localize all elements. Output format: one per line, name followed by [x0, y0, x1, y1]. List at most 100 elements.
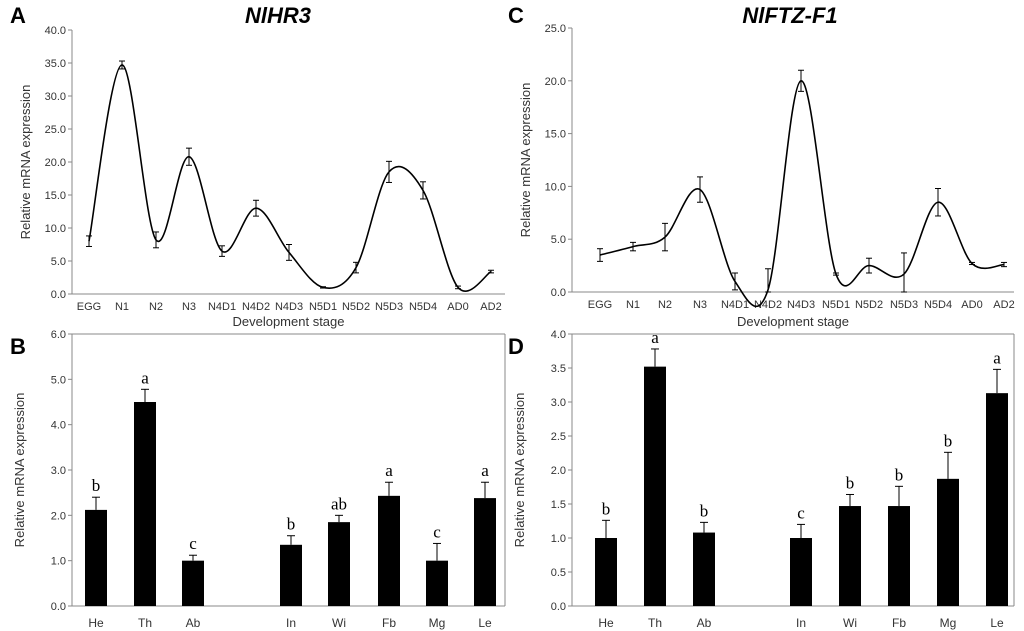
x-tick-label-D: He: [598, 616, 614, 630]
x-tick-label-D: Ab: [697, 616, 712, 630]
bar-D: [986, 393, 1008, 606]
y-tick-label-C: 20.0: [545, 76, 566, 88]
bar-B: [474, 498, 496, 606]
x-tick-label-A: N1: [115, 301, 129, 313]
x-tick-label-C: N4D3: [787, 299, 815, 311]
x-tick-label-B: In: [286, 616, 296, 630]
bar-D: [693, 532, 715, 606]
chart-title-C: NlFTZ-F1: [742, 3, 837, 28]
y-tick-label-B: 5.0: [51, 374, 66, 386]
x-tick-label-A: N2: [149, 301, 163, 313]
x-tick-label-A: N5D1: [309, 301, 337, 313]
significance-letter-B: a: [385, 461, 393, 480]
bar-D: [595, 538, 617, 606]
x-tick-label-C: N4D1: [721, 299, 749, 311]
x-tick-label-C: N1: [626, 299, 640, 311]
y-tick-label-D: 3.5: [551, 363, 566, 375]
x-tick-label-C: N5D3: [890, 299, 918, 311]
y-axis-label-D: Relative mRNA expression: [512, 393, 527, 548]
y-tick-label-C: 10.0: [545, 181, 566, 193]
y-axis-label-B: Relative mRNA expression: [12, 393, 27, 548]
significance-letter-D: b: [944, 431, 953, 450]
panel-letter-D: D: [508, 334, 524, 359]
y-tick-label-B: 3.0: [51, 465, 66, 477]
panel-letter-A: A: [10, 3, 26, 28]
bar-B: [328, 522, 350, 606]
x-tick-label-A: AD2: [480, 301, 501, 313]
x-tick-label-B: Fb: [382, 616, 396, 630]
x-tick-label-C: N5D2: [855, 299, 883, 311]
series-line-A: [88, 64, 492, 292]
x-tick-label-C: N3: [693, 299, 707, 311]
y-tick-label-C: 15.0: [545, 129, 566, 141]
bar-B: [426, 560, 448, 606]
x-tick-label-A: N5D2: [342, 301, 370, 313]
x-tick-label-A: EGG: [77, 301, 101, 313]
x-tick-label-D: Fb: [892, 616, 906, 630]
x-tick-label-B: He: [88, 616, 104, 630]
bar-D: [888, 506, 910, 606]
x-tick-label-B: Le: [478, 616, 492, 630]
x-tick-label-D: Wi: [843, 616, 857, 630]
y-tick-label-B: 6.0: [51, 329, 66, 341]
bar-B: [378, 495, 400, 606]
y-tick-label-A: 20.0: [45, 157, 66, 169]
y-tick-label-A: 10.0: [45, 223, 66, 235]
x-tick-label-D: In: [796, 616, 806, 630]
bar-B: [280, 544, 302, 606]
significance-letter-B: a: [481, 461, 489, 480]
bar-D: [937, 478, 959, 606]
y-tick-label-D: 1.0: [551, 533, 566, 545]
significance-letter-D: b: [846, 473, 855, 492]
x-tick-label-C: EGG: [588, 299, 612, 311]
y-tick-label-A: 5.0: [51, 256, 66, 268]
significance-letter-B: c: [433, 522, 441, 541]
y-tick-label-D: 0.0: [551, 601, 566, 613]
x-tick-label-C: N5D1: [822, 299, 850, 311]
y-tick-label-C: 0.0: [551, 287, 566, 299]
significance-letter-D: a: [993, 348, 1001, 367]
x-tick-label-B: Th: [138, 616, 152, 630]
x-tick-label-B: Ab: [186, 616, 201, 630]
x-tick-label-A: AD0: [447, 301, 468, 313]
y-tick-label-D: 3.0: [551, 397, 566, 409]
x-tick-label-A: N4D2: [242, 301, 270, 313]
y-tick-label-D: 2.5: [551, 431, 566, 443]
x-axis-label-C: Development stage: [737, 314, 849, 329]
y-tick-label-B: 0.0: [51, 601, 66, 613]
x-tick-label-B: Wi: [332, 616, 346, 630]
x-tick-label-A: N4D3: [275, 301, 303, 313]
x-tick-label-D: Le: [990, 616, 1004, 630]
significance-letter-B: a: [141, 368, 149, 387]
x-tick-label-C: N4D2: [754, 299, 782, 311]
y-tick-label-A: 40.0: [45, 25, 66, 37]
x-tick-label-B: Mg: [429, 616, 446, 630]
y-tick-label-D: 0.5: [551, 567, 566, 579]
bar-D: [644, 366, 666, 606]
y-tick-label-A: 30.0: [45, 91, 66, 103]
y-tick-label-D: 2.0: [551, 465, 566, 477]
x-tick-label-C: AD2: [993, 299, 1014, 311]
panel-letter-C: C: [508, 3, 524, 28]
chart-title-A: NlHR3: [245, 3, 311, 28]
x-tick-label-D: Th: [648, 616, 662, 630]
bar-B: [85, 509, 107, 606]
x-tick-label-A: N5D3: [375, 301, 403, 313]
significance-letter-B: b: [287, 515, 296, 534]
x-tick-label-D: Mg: [940, 616, 957, 630]
y-tick-label-C: 5.0: [551, 234, 566, 246]
significance-letter-B: b: [92, 476, 101, 495]
significance-letter-B: ab: [331, 494, 347, 513]
significance-letter-D: b: [895, 465, 904, 484]
y-axis-label-C: Relative mRNA expression: [518, 83, 533, 238]
y-tick-label-B: 2.0: [51, 510, 66, 522]
y-tick-label-B: 4.0: [51, 420, 66, 432]
x-tick-label-A: N3: [182, 301, 196, 313]
series-line-C: [599, 79, 1005, 307]
y-axis-label-A: Relative mRNA expression: [18, 85, 33, 240]
y-tick-label-A: 35.0: [45, 58, 66, 70]
significance-letter-D: c: [797, 503, 805, 522]
bar-D: [839, 506, 861, 606]
y-tick-label-D: 4.0: [551, 329, 566, 341]
